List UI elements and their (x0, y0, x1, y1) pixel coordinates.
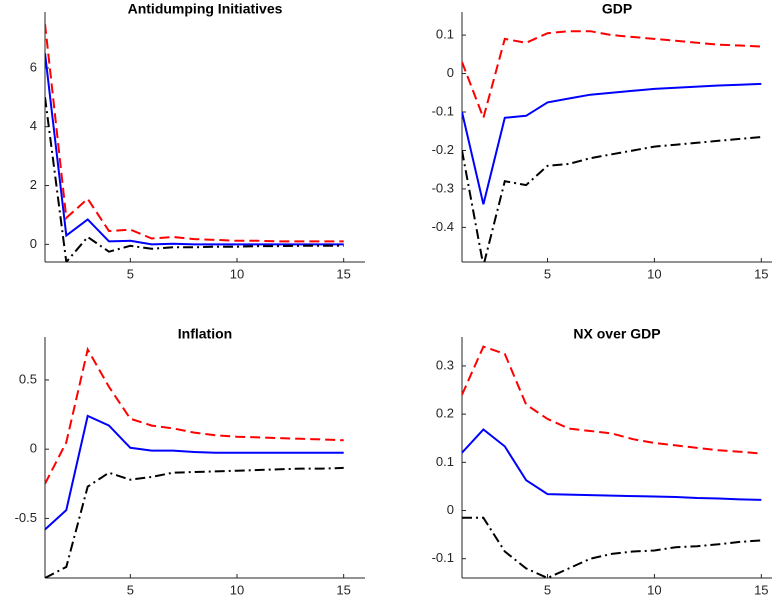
series-line (45, 466, 344, 578)
y-tick-label: 0.5 (19, 371, 37, 386)
subplot-title: NX over GDP (573, 326, 660, 342)
y-tick-label: 0.1 (436, 27, 454, 42)
y-tick-label: 6 (30, 59, 37, 74)
y-tick-label: -0.2 (432, 142, 454, 157)
y-tick-label: -0.5 (15, 510, 37, 525)
y-tick-label: -0.1 (432, 550, 454, 565)
subplot-title: Antidumping Initiatives (128, 1, 283, 17)
series-line (462, 345, 762, 455)
x-tick-label: 10 (647, 582, 661, 597)
y-tick-label: 0.1 (436, 454, 454, 469)
y-tick-label: -0.1 (432, 103, 454, 118)
plot-area (45, 346, 344, 578)
x-tick-label: 15 (754, 266, 768, 281)
x-tick-label: 5 (127, 266, 134, 281)
series-line (45, 346, 344, 485)
x-tick-label: 10 (647, 266, 661, 281)
y-tick-label: -0.3 (432, 180, 454, 195)
y-tick-label: 0 (447, 502, 454, 517)
plot-area (462, 30, 762, 262)
x-tick-label: 10 (230, 266, 244, 281)
subplot-title: GDP (602, 1, 632, 17)
subplot: NX over GDP 5 10 15 -0.1 0 0.1 0.2 0.3 (432, 326, 772, 597)
subplot: GDP 5 10 15 -0.4 -0.3 -0.2 -0.1 0 0.1 (432, 1, 772, 281)
series-line (462, 428, 762, 501)
subplot-title: Inflation (178, 326, 232, 342)
subplot: Inflation 5 10 15 -0.5 0 0.5 (15, 326, 365, 597)
series-line (462, 30, 762, 122)
x-tick-label: 5 (544, 582, 551, 597)
x-tick-label: 15 (754, 582, 768, 597)
series-line (462, 136, 762, 262)
x-tick-label: 5 (544, 266, 551, 281)
y-tick-label: 0.2 (436, 406, 454, 421)
series-line (462, 516, 762, 578)
x-tick-label: 15 (336, 582, 350, 597)
x-tick-label: 5 (127, 582, 134, 597)
subplot: Antidumping Initiatives 5 10 15 0 2 4 6 (30, 1, 365, 281)
x-tick-label: 15 (336, 266, 350, 281)
plot-area (462, 345, 762, 578)
series-line (45, 53, 344, 246)
y-tick-label: 0 (447, 65, 454, 80)
y-tick-label: 0 (30, 441, 37, 456)
y-tick-label: 0.3 (436, 357, 454, 372)
plot-area (45, 23, 344, 262)
series-line (45, 97, 344, 262)
x-tick-label: 10 (230, 582, 244, 597)
series-line (462, 82, 762, 205)
y-tick-label: 4 (30, 118, 37, 133)
series-line (45, 23, 344, 243)
series-line (45, 414, 344, 531)
y-tick-label: -0.4 (432, 219, 454, 234)
y-tick-label: 2 (30, 177, 37, 192)
y-tick-label: 0 (30, 236, 37, 251)
